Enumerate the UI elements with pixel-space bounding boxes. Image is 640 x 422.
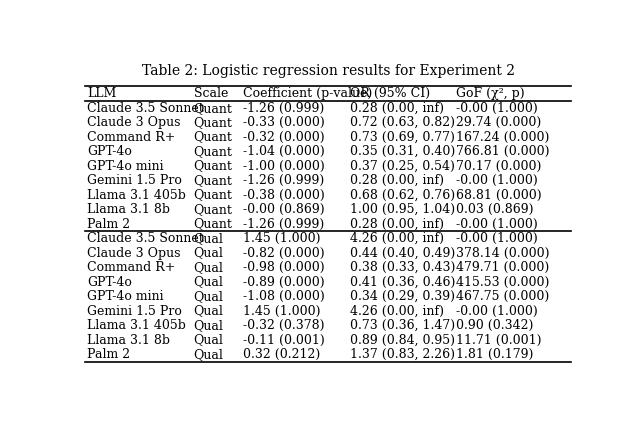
Text: 29.74 (0.000): 29.74 (0.000) — [456, 116, 541, 129]
Text: 0.89 (0.84, 0.95): 0.89 (0.84, 0.95) — [350, 333, 455, 346]
Text: Quant: Quant — [193, 174, 232, 187]
Text: GPT-4o: GPT-4o — [87, 276, 132, 289]
Text: 0.28 (0.00, inf): 0.28 (0.00, inf) — [350, 174, 444, 187]
Text: -1.26 (0.999): -1.26 (0.999) — [243, 102, 324, 115]
Text: Qual: Qual — [193, 305, 223, 318]
Text: Qual: Qual — [193, 290, 223, 303]
Text: 0.72 (0.63, 0.82): 0.72 (0.63, 0.82) — [350, 116, 455, 129]
Text: -0.00 (1.000): -0.00 (1.000) — [456, 232, 538, 245]
Text: 1.45 (1.000): 1.45 (1.000) — [243, 305, 321, 318]
Text: 0.32 (0.212): 0.32 (0.212) — [243, 348, 321, 361]
Text: LLM: LLM — [87, 87, 116, 100]
Text: 68.81 (0.000): 68.81 (0.000) — [456, 189, 542, 202]
Text: Qual: Qual — [193, 246, 223, 260]
Text: 1.81 (0.179): 1.81 (0.179) — [456, 348, 534, 361]
Text: Command R+: Command R+ — [87, 261, 175, 274]
Text: GPT-4o: GPT-4o — [87, 145, 132, 158]
Text: 0.03 (0.869): 0.03 (0.869) — [456, 203, 534, 216]
Text: 4.26 (0.00, inf): 4.26 (0.00, inf) — [350, 232, 444, 245]
Text: Coefficient (p-value): Coefficient (p-value) — [243, 87, 372, 100]
Text: Claude 3.5 Sonnet: Claude 3.5 Sonnet — [87, 102, 204, 115]
Text: 11.71 (0.001): 11.71 (0.001) — [456, 333, 542, 346]
Text: -1.04 (0.000): -1.04 (0.000) — [243, 145, 325, 158]
Text: OR (95% CI): OR (95% CI) — [350, 87, 430, 100]
Text: 1.00 (0.95, 1.04): 1.00 (0.95, 1.04) — [350, 203, 455, 216]
Text: 0.28 (0.00, inf): 0.28 (0.00, inf) — [350, 218, 444, 230]
Text: -0.00 (1.000): -0.00 (1.000) — [456, 102, 538, 115]
Text: -0.00 (1.000): -0.00 (1.000) — [456, 305, 538, 318]
Text: 167.24 (0.000): 167.24 (0.000) — [456, 131, 550, 143]
Text: 378.14 (0.000): 378.14 (0.000) — [456, 246, 550, 260]
Text: Quant: Quant — [193, 218, 232, 230]
Text: 766.81 (0.000): 766.81 (0.000) — [456, 145, 550, 158]
Text: -0.89 (0.000): -0.89 (0.000) — [243, 276, 325, 289]
Text: Quant: Quant — [193, 131, 232, 143]
Text: Palm 2: Palm 2 — [87, 218, 130, 230]
Text: GPT-4o mini: GPT-4o mini — [87, 160, 164, 173]
Text: Table 2: Logistic regression results for Experiment 2: Table 2: Logistic regression results for… — [141, 64, 515, 78]
Text: Quant: Quant — [193, 203, 232, 216]
Text: -0.32 (0.000): -0.32 (0.000) — [243, 131, 325, 143]
Text: 415.53 (0.000): 415.53 (0.000) — [456, 276, 550, 289]
Text: -0.00 (0.869): -0.00 (0.869) — [243, 203, 325, 216]
Text: -0.38 (0.000): -0.38 (0.000) — [243, 189, 325, 202]
Text: 0.90 (0.342): 0.90 (0.342) — [456, 319, 534, 332]
Text: Claude 3 Opus: Claude 3 Opus — [87, 246, 180, 260]
Text: Quant: Quant — [193, 189, 232, 202]
Text: 4.26 (0.00, inf): 4.26 (0.00, inf) — [350, 305, 444, 318]
Text: 0.73 (0.36, 1.47): 0.73 (0.36, 1.47) — [350, 319, 455, 332]
Text: 0.38 (0.33, 0.43): 0.38 (0.33, 0.43) — [350, 261, 455, 274]
Text: -0.00 (1.000): -0.00 (1.000) — [456, 174, 538, 187]
Text: Llama 3.1 8b: Llama 3.1 8b — [87, 203, 170, 216]
Text: 467.75 (0.000): 467.75 (0.000) — [456, 290, 550, 303]
Text: 0.37 (0.25, 0.54): 0.37 (0.25, 0.54) — [350, 160, 454, 173]
Text: Quant: Quant — [193, 145, 232, 158]
Text: 0.41 (0.36, 0.46): 0.41 (0.36, 0.46) — [350, 276, 455, 289]
Text: Qual: Qual — [193, 232, 223, 245]
Text: -0.82 (0.000): -0.82 (0.000) — [243, 246, 325, 260]
Text: Quant: Quant — [193, 116, 232, 129]
Text: Quant: Quant — [193, 160, 232, 173]
Text: -1.26 (0.999): -1.26 (0.999) — [243, 218, 324, 230]
Text: 0.28 (0.00, inf): 0.28 (0.00, inf) — [350, 102, 444, 115]
Text: Llama 3.1 8b: Llama 3.1 8b — [87, 333, 170, 346]
Text: -1.00 (0.000): -1.00 (0.000) — [243, 160, 325, 173]
Text: -0.98 (0.000): -0.98 (0.000) — [243, 261, 325, 274]
Text: -1.08 (0.000): -1.08 (0.000) — [243, 290, 325, 303]
Text: Llama 3.1 405b: Llama 3.1 405b — [87, 319, 186, 332]
Text: GoF (χ², p): GoF (χ², p) — [456, 87, 525, 100]
Text: 1.37 (0.83, 2.26): 1.37 (0.83, 2.26) — [350, 348, 455, 361]
Text: 0.35 (0.31, 0.40): 0.35 (0.31, 0.40) — [350, 145, 455, 158]
Text: Gemini 1.5 Pro: Gemini 1.5 Pro — [87, 174, 182, 187]
Text: -1.26 (0.999): -1.26 (0.999) — [243, 174, 324, 187]
Text: Claude 3.5 Sonnet: Claude 3.5 Sonnet — [87, 232, 204, 245]
Text: Qual: Qual — [193, 276, 223, 289]
Text: Llama 3.1 405b: Llama 3.1 405b — [87, 189, 186, 202]
Text: Scale: Scale — [193, 87, 228, 100]
Text: Claude 3 Opus: Claude 3 Opus — [87, 116, 180, 129]
Text: 479.71 (0.000): 479.71 (0.000) — [456, 261, 550, 274]
Text: Qual: Qual — [193, 319, 223, 332]
Text: 0.68 (0.62, 0.76): 0.68 (0.62, 0.76) — [350, 189, 455, 202]
Text: Quant: Quant — [193, 102, 232, 115]
Text: -0.32 (0.378): -0.32 (0.378) — [243, 319, 324, 332]
Text: GPT-4o mini: GPT-4o mini — [87, 290, 164, 303]
Text: 0.44 (0.40, 0.49): 0.44 (0.40, 0.49) — [350, 246, 455, 260]
Text: Qual: Qual — [193, 261, 223, 274]
Text: Command R+: Command R+ — [87, 131, 175, 143]
Text: 70.17 (0.000): 70.17 (0.000) — [456, 160, 542, 173]
Text: -0.00 (1.000): -0.00 (1.000) — [456, 218, 538, 230]
Text: Qual: Qual — [193, 348, 223, 361]
Text: 0.34 (0.29, 0.39): 0.34 (0.29, 0.39) — [350, 290, 455, 303]
Text: Qual: Qual — [193, 333, 223, 346]
Text: -0.11 (0.001): -0.11 (0.001) — [243, 333, 325, 346]
Text: Palm 2: Palm 2 — [87, 348, 130, 361]
Text: 1.45 (1.000): 1.45 (1.000) — [243, 232, 321, 245]
Text: Gemini 1.5 Pro: Gemini 1.5 Pro — [87, 305, 182, 318]
Text: 0.73 (0.69, 0.77): 0.73 (0.69, 0.77) — [350, 131, 454, 143]
Text: -0.33 (0.000): -0.33 (0.000) — [243, 116, 325, 129]
